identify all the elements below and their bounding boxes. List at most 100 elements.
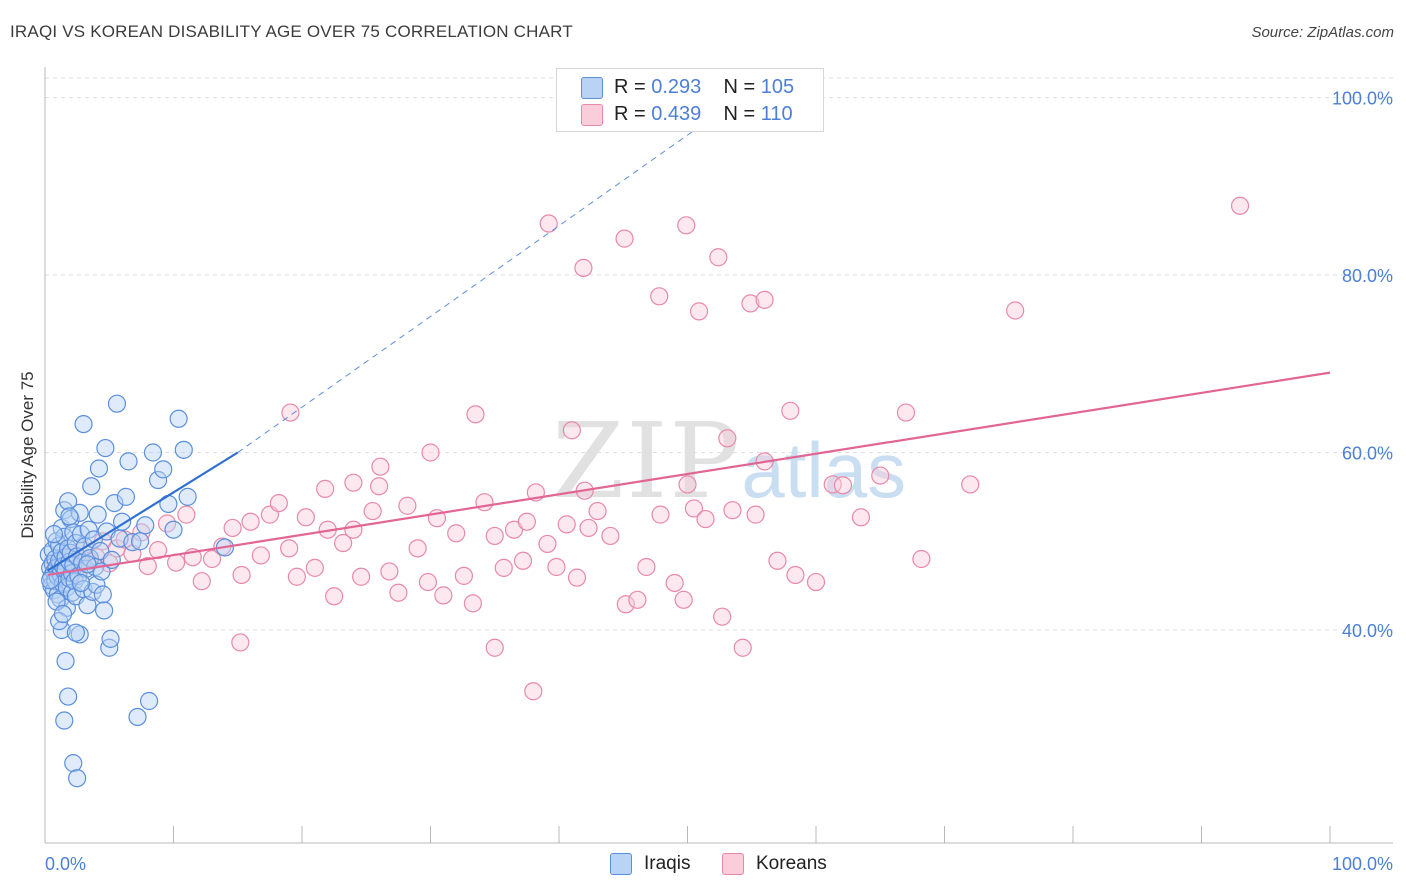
- korean-point: [871, 466, 890, 485]
- korean-point: [281, 403, 300, 422]
- korean-point: [588, 501, 607, 521]
- iraqi-point: [130, 532, 150, 551]
- y-tick-label: 40.0%: [1342, 621, 1393, 641]
- korean-point: [786, 565, 805, 585]
- korean-point: [389, 583, 408, 602]
- korean-point: [723, 501, 742, 520]
- korean-point: [202, 549, 222, 569]
- korean-point: [637, 557, 656, 577]
- iraqi-point: [178, 487, 197, 506]
- iraqis-n-value: 105: [760, 76, 795, 98]
- korean-point: [280, 539, 299, 558]
- iraqi-point: [136, 516, 155, 535]
- iraqi-point: [93, 585, 112, 604]
- iraqi-point: [87, 575, 106, 594]
- iraqi-point: [164, 520, 183, 539]
- iraqi-point: [116, 487, 136, 506]
- iraqis-r-label: R =: [614, 76, 646, 98]
- korean-point: [232, 565, 251, 585]
- korean-point: [684, 499, 704, 518]
- y-tick-label: 100.0%: [1332, 89, 1393, 109]
- iraqi-point: [59, 687, 78, 706]
- bottom-iraqis-label: Iraqis: [644, 853, 691, 874]
- iraqi-point: [68, 769, 87, 788]
- korean-point: [755, 290, 774, 309]
- iraqis-points: [39, 394, 234, 788]
- korean-point: [344, 473, 363, 492]
- korean-point: [296, 508, 315, 527]
- iraqi-point: [41, 571, 60, 590]
- gridlines: [45, 77, 1393, 631]
- iraqi-point: [139, 691, 159, 711]
- korean-point: [192, 572, 211, 591]
- koreans-r-label: R =: [614, 103, 646, 125]
- korean-point: [418, 572, 438, 592]
- iraqi-point: [53, 604, 73, 624]
- watermark-atlas: atlas: [741, 426, 907, 514]
- korean-point: [398, 496, 417, 515]
- iraqi-point: [70, 503, 89, 522]
- iraqi-point: [79, 520, 98, 539]
- bottom-iraqis-swatch: [610, 853, 632, 875]
- korean-point: [579, 518, 598, 538]
- korean-point: [677, 216, 696, 235]
- korean-point: [557, 515, 576, 534]
- korean-point: [768, 551, 787, 570]
- korean-point: [380, 562, 399, 581]
- iraqi-point: [107, 394, 127, 413]
- korean-point: [485, 526, 504, 546]
- korean-point: [651, 505, 670, 524]
- iraqi-point: [143, 443, 163, 462]
- iraqi-point: [82, 477, 101, 496]
- korean-point: [616, 595, 635, 614]
- korean-point: [352, 567, 371, 586]
- iraqi-point: [74, 415, 93, 434]
- korean-point: [466, 405, 485, 424]
- korean-point: [251, 546, 270, 565]
- chart-title: IRAQI VS KOREAN DISABILITY AGE OVER 75 C…: [10, 22, 573, 41]
- korean-point: [287, 567, 306, 586]
- korean-point: [709, 248, 728, 267]
- y-tick-label: 60.0%: [1342, 444, 1393, 464]
- korean-point: [231, 633, 250, 652]
- iraqi-point: [66, 623, 85, 642]
- korean-point: [305, 558, 324, 577]
- korean-point: [718, 429, 737, 448]
- iraqi-point: [174, 440, 193, 459]
- korean-point: [177, 505, 196, 524]
- korean-point: [447, 524, 466, 543]
- iraqi-point: [148, 470, 168, 490]
- koreans-swatch: [581, 104, 603, 126]
- korean-point: [421, 443, 440, 462]
- bottom-koreans-swatch: [722, 853, 744, 875]
- korean-point: [851, 508, 871, 527]
- iraqi-point: [169, 409, 188, 428]
- korean-point: [408, 539, 427, 558]
- korean-point: [241, 512, 260, 531]
- korean-point: [371, 457, 390, 476]
- korean-point: [567, 568, 587, 587]
- x-tick-label-max: 100.0%: [1332, 854, 1393, 874]
- korean-point: [316, 479, 335, 498]
- korean-point: [344, 520, 363, 539]
- korean-point: [678, 475, 697, 494]
- iraqis-swatch: [581, 77, 603, 99]
- korean-point: [601, 526, 620, 546]
- iraqis-trend-line: [46, 451, 239, 572]
- korean-point: [223, 518, 242, 538]
- korean-point: [615, 229, 634, 248]
- iraqi-point: [128, 707, 147, 727]
- y-tick-label: 80.0%: [1342, 266, 1393, 286]
- koreans-n-label: N =: [723, 103, 756, 125]
- iraqi-point: [56, 651, 75, 671]
- korean-point: [547, 557, 566, 577]
- korean-point: [434, 586, 453, 605]
- korean-point: [539, 214, 558, 233]
- zipatlas-watermark: ZIPatlas: [552, 400, 906, 522]
- korean-point: [733, 638, 752, 657]
- korean-point: [1230, 196, 1250, 215]
- bottom-koreans-label: Koreans: [756, 853, 827, 874]
- iraqi-point: [105, 493, 124, 513]
- korean-point: [896, 403, 916, 422]
